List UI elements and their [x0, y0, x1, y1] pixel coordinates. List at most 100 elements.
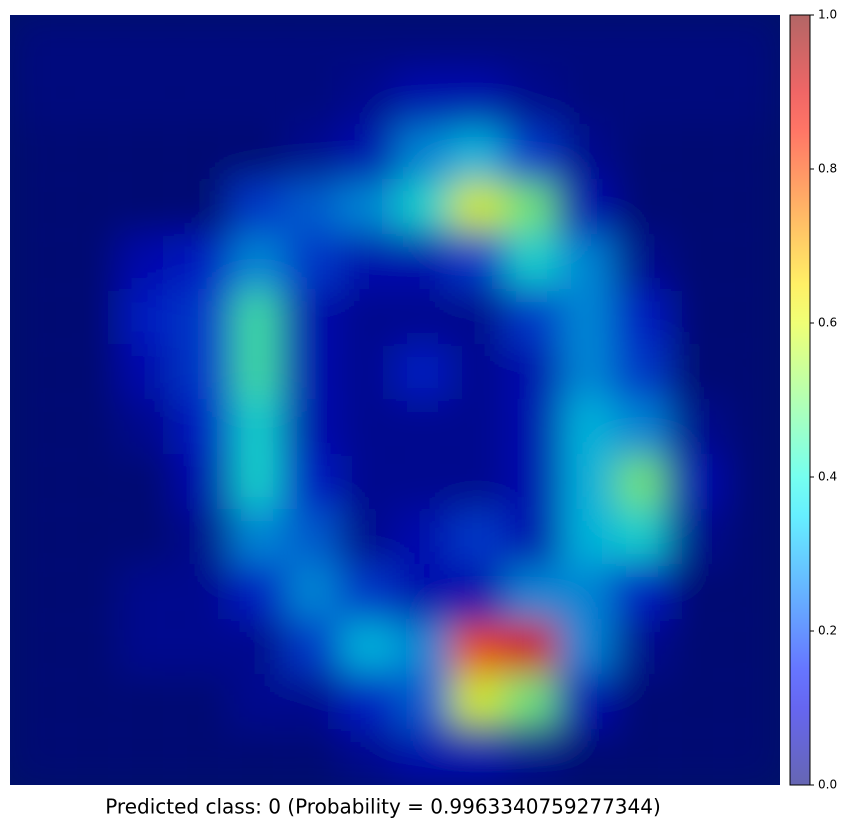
colorbar-tick-label: 0.2 [818, 624, 837, 638]
heat-cell [174, 674, 231, 731]
colorbar [789, 14, 811, 786]
heat-cell [394, 454, 451, 511]
heat-cell [284, 509, 341, 566]
heat-cell [174, 124, 231, 181]
heat-cell [64, 15, 121, 71]
heat-cell [504, 344, 561, 401]
heat-cell [174, 179, 231, 236]
heat-cell [119, 674, 176, 731]
heat-cell [229, 179, 286, 236]
heat-cell [559, 289, 616, 346]
heat-cell [559, 399, 616, 456]
heat-cell [64, 289, 121, 346]
heat-cell [669, 289, 726, 346]
heat-cell [10, 124, 66, 181]
colorbar-tick-label: 0.8 [818, 162, 837, 176]
heat-cell [724, 344, 780, 401]
heat-cell [119, 234, 176, 291]
heat-cell [394, 399, 451, 456]
heat-cell [504, 399, 561, 456]
heat-cell [119, 15, 176, 71]
heat-cell [174, 509, 231, 566]
heat-cell [174, 234, 231, 291]
heat-cell [229, 124, 286, 181]
heat-cell [10, 564, 66, 621]
heat-cell [174, 15, 231, 71]
heat-cell [559, 454, 616, 511]
heat-cell [284, 289, 341, 346]
heat-cell [449, 289, 506, 346]
heat-cell [504, 729, 561, 785]
heat-cell [284, 619, 341, 676]
heat-cell [339, 344, 396, 401]
heat-cell [669, 15, 726, 71]
heat-cell [504, 619, 561, 676]
heat-cell [724, 15, 780, 71]
heat-cell [614, 344, 671, 401]
heat-cell [229, 289, 286, 346]
heat-cell [614, 674, 671, 731]
heat-cell [669, 729, 726, 785]
heat-cell [559, 69, 616, 126]
heat-cell [394, 15, 451, 71]
heat-cell [64, 179, 121, 236]
heat-cell [119, 289, 176, 346]
heat-cell [229, 729, 286, 785]
heat-cell [394, 289, 451, 346]
heat-cell [339, 69, 396, 126]
heat-cell [10, 509, 66, 566]
heat-cell [669, 344, 726, 401]
heat-cell [339, 674, 396, 731]
heat-cell [449, 509, 506, 566]
heat-cell [504, 564, 561, 621]
heat-cell [559, 619, 616, 676]
heat-cell [504, 289, 561, 346]
heat-cell [504, 124, 561, 181]
heat-cell [724, 289, 780, 346]
heat-cell [504, 234, 561, 291]
colorbar-tick-label: 0.6 [818, 316, 837, 330]
heat-cell [614, 729, 671, 785]
heat-cell [394, 509, 451, 566]
heat-cell [724, 69, 780, 126]
heat-cell [339, 729, 396, 785]
heat-cell [669, 564, 726, 621]
heat-cell [614, 124, 671, 181]
heat-cell [10, 69, 66, 126]
heat-cell [559, 344, 616, 401]
heat-cell [174, 619, 231, 676]
heat-cell [669, 69, 726, 126]
heat-cell [504, 674, 561, 731]
heat-cell [724, 509, 780, 566]
heat-cell [614, 179, 671, 236]
heat-cell [284, 179, 341, 236]
colorbar-tick-label: 0.4 [818, 470, 837, 484]
heat-cell [10, 179, 66, 236]
heat-cell [174, 69, 231, 126]
heat-cell [394, 344, 451, 401]
heat-cell [669, 234, 726, 291]
heat-cell [284, 344, 341, 401]
heat-cell [449, 179, 506, 236]
heat-cell [559, 564, 616, 621]
heat-cell [449, 729, 506, 785]
heat-cell [394, 729, 451, 785]
heat-cell [64, 344, 121, 401]
heat-cell [10, 15, 66, 71]
heat-cell [339, 234, 396, 291]
heat-cell [614, 234, 671, 291]
heat-cell [504, 509, 561, 566]
heat-cell [229, 15, 286, 71]
heat-cell [394, 124, 451, 181]
heat-cell [119, 619, 176, 676]
heat-cell [724, 564, 780, 621]
heat-cell [449, 454, 506, 511]
heat-cell [174, 399, 231, 456]
heat-cell [10, 454, 66, 511]
heat-cell [394, 234, 451, 291]
heat-cell [724, 729, 780, 785]
heat-cell [614, 619, 671, 676]
heat-cell [614, 454, 671, 511]
heat-cell [724, 179, 780, 236]
